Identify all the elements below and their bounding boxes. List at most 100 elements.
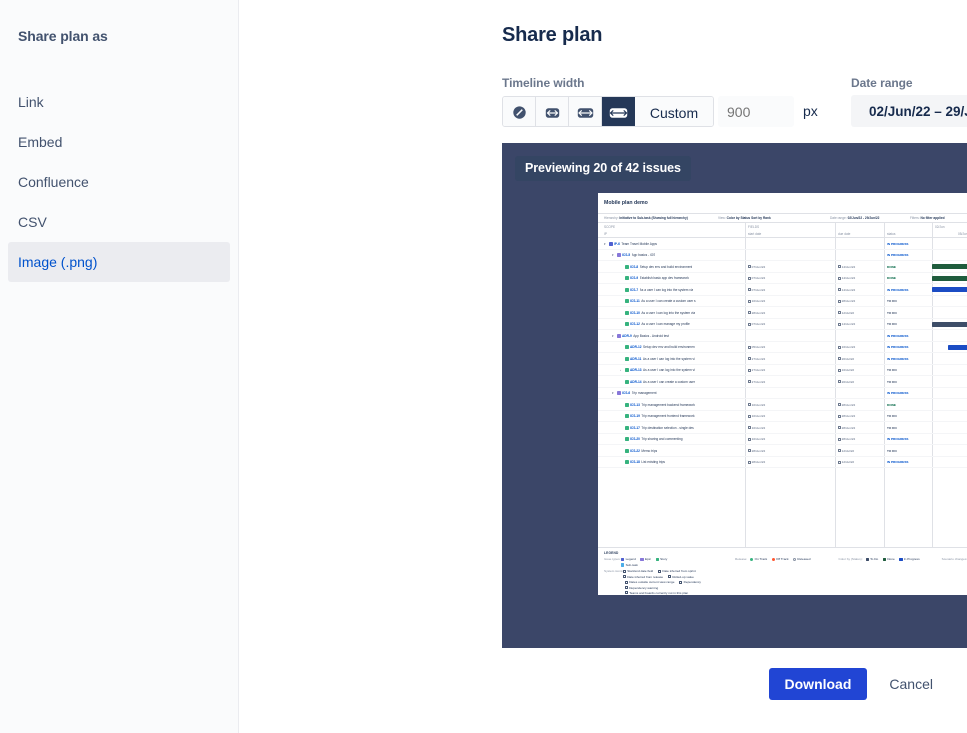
issue-key[interactable]: ADR-11 xyxy=(630,356,642,361)
issue-start-date: 05/Jun/22 xyxy=(748,342,765,354)
issue-key[interactable]: ICS-5 xyxy=(622,253,631,258)
sidebar-item-image-png[interactable]: Image (.png) xyxy=(8,242,230,282)
no-width-button[interactable] xyxy=(503,97,536,126)
issue-key[interactable]: ICS-20 xyxy=(630,437,640,442)
chevron-down-icon[interactable]: › xyxy=(620,368,621,373)
plan-row[interactable]: ICS-9 Establish basic app dev framework 07… xyxy=(598,273,967,284)
plan-meta-value: Color by Status Sort by Rank xyxy=(726,216,771,220)
plan-row[interactable]: ICS-11 As a user I can create a custom us… xyxy=(598,296,967,307)
system-icon-glyph xyxy=(658,569,662,573)
date-range-picker[interactable]: 02/Jun/22 – 29/Jun/22 xyxy=(851,95,967,127)
sidebar-item-label: Link xyxy=(18,94,44,110)
plan-row[interactable]: ▾ ICS-5 App basics - iOS IN PROGRESS xyxy=(598,250,967,261)
issue-due-date-value: 12/Jul/22 xyxy=(841,448,855,453)
plan-row[interactable]: ICS-8 Setup dev env and build environment… xyxy=(598,261,967,273)
issue-summary: Team Travel Mobile Apps xyxy=(621,241,657,246)
issue-due-date-value: 12/Jul/22 xyxy=(841,460,855,465)
chevron-down-icon[interactable]: ▾ xyxy=(612,391,614,396)
plan-row[interactable]: ICS-13 Trip management backend framework 1… xyxy=(598,399,967,411)
plan-rows: ▾ IP-6 Team Travel Mobile Apps IN PROGRESS ▾… xyxy=(598,238,967,468)
calendar-icon xyxy=(748,437,751,441)
gantt-bar[interactable] xyxy=(932,275,967,281)
issue-key[interactable]: ADR-14 xyxy=(630,379,642,384)
width-large-button[interactable] xyxy=(602,97,635,126)
plan-row[interactable]: ICS-19 Trip management frontend framework… xyxy=(598,411,967,422)
issue-type-icon xyxy=(624,460,629,465)
issue-due-date: 14/Jun/22 xyxy=(838,261,855,273)
custom-width-input[interactable] xyxy=(718,96,794,127)
download-button[interactable]: Download xyxy=(768,668,868,700)
plan-row[interactable]: ADR-12 Setup dev env and build environmen… xyxy=(598,342,967,354)
chevron-down-icon[interactable]: ▾ xyxy=(612,253,614,258)
plan-col-scope-sub: IP xyxy=(604,232,608,236)
plan-row[interactable]: ICS-10 As a user I can log into the syste… xyxy=(598,307,967,319)
issue-key[interactable]: ADR-9 xyxy=(622,333,632,338)
issue-key[interactable]: ICS-17 xyxy=(630,425,640,430)
chevron-down-icon[interactable]: ▾ xyxy=(612,333,614,338)
issue-type-icon xyxy=(624,425,629,430)
width-large-icon xyxy=(609,107,627,118)
gantt-bar[interactable] xyxy=(948,344,967,350)
issue-key[interactable]: ICS-7 xyxy=(630,287,639,292)
plan-row[interactable]: ICS-12 As a user I can manage my profile 0… xyxy=(598,319,967,330)
plan-meta-label: View: xyxy=(718,216,726,220)
plan-row-name: ▾ ADR-9 App Basics - Android test xyxy=(612,330,669,342)
issue-key[interactable]: IP-6 xyxy=(614,241,620,246)
plan-row[interactable]: ADR-11 As a user I can log into the syste… xyxy=(598,353,967,365)
plan-row[interactable]: ▾ ADR-9 App Basics - Android test IN PROGRE… xyxy=(598,330,967,342)
sidebar-item-csv[interactable]: CSV xyxy=(8,202,230,242)
issue-key[interactable]: ICS-22 xyxy=(630,448,640,453)
width-medium-button[interactable] xyxy=(569,97,602,126)
issue-due-date-value: 16/Jun/22 xyxy=(841,345,856,350)
plan-name: Mobile plan demo xyxy=(604,200,648,206)
cancel-button[interactable]: Cancel xyxy=(875,668,947,700)
plan-row[interactable]: ▾ ICS-6 Trip management IN PROGRESS xyxy=(598,388,967,399)
width-small-button[interactable] xyxy=(536,97,569,126)
issue-key[interactable]: ADR-13 xyxy=(630,368,642,373)
issue-summary: List existing trips xyxy=(641,460,665,465)
legend-system-icon-item: Rolled-up value xyxy=(668,575,694,579)
issue-key[interactable]: ADR-12 xyxy=(630,345,642,350)
sidebar-title: Share plan as xyxy=(18,28,108,44)
custom-width-option[interactable]: Custom xyxy=(635,97,713,126)
issue-key[interactable]: ICS-18 xyxy=(630,460,640,465)
gantt-bar[interactable] xyxy=(932,264,967,270)
legend-label: Release: xyxy=(735,557,748,562)
calendar-icon xyxy=(838,265,841,269)
plan-row[interactable]: ICS-17 Trip destination selection - singl… xyxy=(598,422,967,434)
issue-key[interactable]: ICS-10 xyxy=(630,310,640,315)
issue-summary: App Basics - Android test xyxy=(633,333,669,338)
plan-row[interactable]: ICS-20 Trip sharing and commenting 10/Jun/… xyxy=(598,434,967,445)
gantt-bar[interactable]: ↗ xyxy=(932,287,967,293)
gantt-bar[interactable] xyxy=(932,321,967,327)
issue-start-date: 10/Jun/22 xyxy=(748,399,765,411)
chevron-down-icon[interactable]: ▾ xyxy=(604,241,606,246)
issue-start-date-value: 28/Jun/22 xyxy=(751,460,766,465)
calendar-icon xyxy=(748,426,751,430)
issue-key[interactable]: ICS-19 xyxy=(630,414,640,419)
sidebar-item-label: CSV xyxy=(18,214,47,230)
legend-system-icon-item: Dates outside current view range xyxy=(625,580,674,584)
issue-key[interactable]: ICS-11 xyxy=(630,299,640,304)
sidebar-item-embed[interactable]: Embed xyxy=(8,122,230,162)
calendar-icon xyxy=(748,322,751,326)
issue-type-icon xyxy=(616,253,621,258)
plan-row[interactable]: ▾ IP-6 Team Travel Mobile Apps IN PROGRESS xyxy=(598,238,967,250)
issue-key[interactable]: ICS-13 xyxy=(630,402,640,407)
calendar-icon xyxy=(748,414,751,418)
sidebar-item-confluence[interactable]: Confluence xyxy=(8,162,230,202)
plan-row[interactable]: ICS-18 List existing trips 28/Jun/22 12/Jul… xyxy=(598,457,967,468)
issue-key[interactable]: ICS-8 xyxy=(630,264,639,269)
plan-row[interactable]: ADR-14 As a user I can create a custom us… xyxy=(598,376,967,388)
issue-key[interactable]: ICS-9 xyxy=(630,276,639,281)
sidebar-item-link[interactable]: Link xyxy=(8,82,230,122)
plan-row[interactable]: ICS-7 As a user I can log into the system… xyxy=(598,284,967,296)
legend-swatch xyxy=(655,557,659,562)
issue-key[interactable]: ICS-12 xyxy=(630,322,640,327)
issue-due-date: 12/Jul/22 xyxy=(838,445,854,457)
issue-key[interactable]: ICS-6 xyxy=(622,391,631,396)
issue-status-badge: IN PROGRESS xyxy=(887,437,909,442)
issue-start-date-value: 07/Jun/22 xyxy=(751,287,766,292)
plan-row[interactable]: ICS-22 Memo trips 28/Jun/22 12/Jul/22 TO DO xyxy=(598,445,967,457)
plan-row[interactable]: › ADR-13 As a user I can log into the syst… xyxy=(598,365,967,376)
